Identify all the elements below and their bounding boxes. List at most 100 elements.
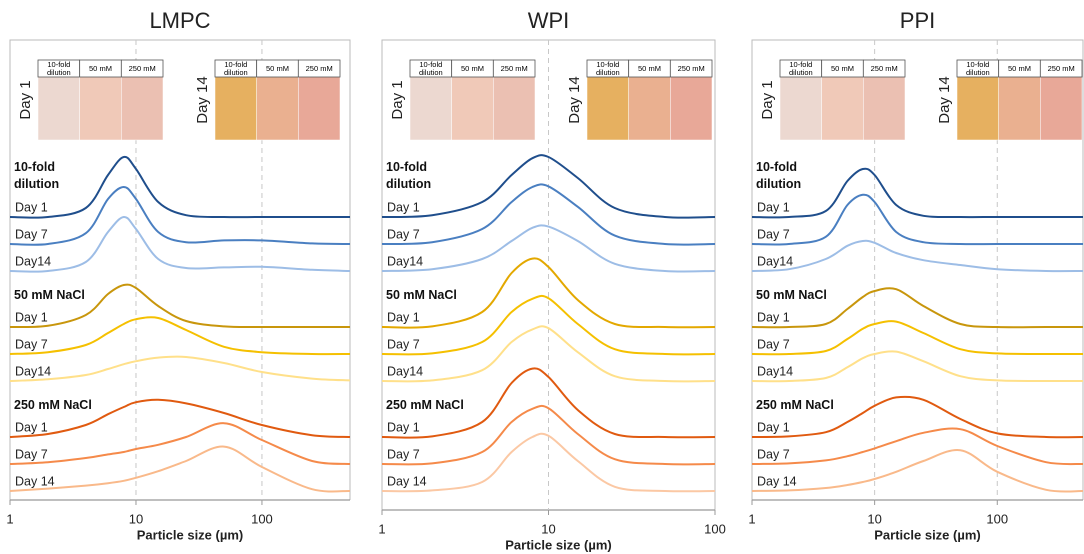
inset-column-label: 10-fold dilution: [788, 60, 813, 77]
group-label: 50 mM NaCl: [386, 288, 457, 302]
size-distribution-curve: [9, 283, 350, 329]
inset-header: 250 mM: [305, 63, 333, 73]
inset-photo: [956, 69, 999, 141]
group-label: 10-fold dilution: [756, 160, 802, 191]
series-label: Day14: [15, 254, 51, 268]
size-distribution-curve: [751, 395, 1084, 439]
inset-photo: [586, 69, 629, 141]
series-label: Day14: [757, 254, 793, 268]
inset-column-label: 250 mM: [305, 63, 333, 73]
inset-photo: [409, 69, 452, 141]
group-label-box: 50 mM NaCl: [756, 288, 827, 302]
size-distribution-curve: [751, 167, 1083, 219]
inset-header: 10-fold dilution: [788, 60, 813, 77]
inset-header: 250 mM: [871, 64, 898, 72]
group-label: 10-fold dilution: [14, 160, 60, 191]
inset-photo: [79, 69, 122, 141]
size-distribution-curve: [9, 398, 351, 438]
inset-header: 10-fold dilution: [965, 60, 990, 77]
inset-photo: [779, 69, 822, 141]
x-axis-label: Particle size (µm): [874, 527, 980, 542]
x-tick-label: 1: [378, 521, 385, 536]
inset-day-label: Day 14: [566, 76, 583, 124]
size-distribution-curve: [9, 215, 351, 273]
inset-header: 50 mM: [831, 64, 854, 72]
series-label: Day 1: [387, 420, 420, 434]
inset-column-label: 50 mM: [89, 63, 112, 73]
size-distribution-curve: [381, 367, 716, 439]
inset-photo: [493, 69, 536, 141]
size-distribution-curve: [381, 432, 716, 493]
chart-title: PPI: [900, 8, 935, 33]
inset-photo: [256, 69, 299, 141]
inset-photo: [451, 69, 494, 141]
inset-header: 250 mM: [501, 64, 528, 72]
series-label: Day 14: [757, 474, 797, 488]
x-tick-label: 10: [867, 511, 881, 526]
size-distribution-curve: [381, 294, 716, 356]
x-tick-label: 10: [541, 521, 555, 536]
size-distribution-curve: [9, 316, 351, 356]
x-axis-label: Particle size (µm): [505, 537, 611, 552]
series-label: Day 1: [387, 200, 420, 214]
inset-header-box: [1039, 59, 1083, 78]
inset-column-label: 250 mM: [677, 63, 705, 73]
inset-column-label: 10-fold dilution: [46, 60, 71, 77]
inset-photo: [121, 69, 164, 141]
inset-column-label: 10-fold dilution: [965, 60, 990, 77]
inset-header: 250 mM: [677, 63, 705, 73]
inset-column-label: 250 mM: [128, 63, 156, 73]
inset-column-label: 10-fold dilution: [418, 60, 443, 77]
series-label: Day 14: [15, 474, 55, 488]
series-label: Day 1: [387, 310, 420, 324]
series-label: Day 7: [387, 227, 420, 241]
group-label-box: 50 mM NaCl: [14, 288, 85, 302]
inset-header: 10-fold dilution: [46, 60, 71, 77]
chart-title: LMPC: [149, 8, 210, 33]
series-label: Day 1: [15, 420, 48, 434]
inset-header: 10-fold dilution: [224, 60, 248, 76]
inset-header-box: [492, 59, 536, 78]
group-label-box: 10-fold dilution: [14, 160, 60, 191]
inset-header: 250 mM: [1047, 63, 1075, 73]
inset-day-label: Day 1: [389, 80, 406, 119]
group-label: 50 mM NaCl: [14, 288, 85, 302]
size-distribution-curve: [9, 445, 351, 493]
size-distribution-curve: [381, 224, 716, 273]
inset-column-label: 50 mM: [638, 63, 661, 73]
series-label: Day 1: [15, 310, 48, 324]
x-tick-label: 100: [251, 511, 273, 526]
x-tick-label: 100: [704, 521, 726, 536]
series-label: Day 1: [757, 420, 790, 434]
inset-header-box: [297, 59, 341, 78]
chart-title: WPI: [528, 8, 570, 33]
series-label: Day 7: [15, 227, 48, 241]
size-distribution-curve: [381, 325, 716, 383]
inset-header: 50 mM: [1008, 63, 1031, 73]
inset-header: 50 mM: [461, 64, 484, 72]
series-label: Day14: [757, 364, 793, 378]
inset-day-label: Day 1: [759, 80, 776, 119]
inset-photo: [1040, 69, 1083, 141]
inset-header: 50 mM: [638, 63, 661, 73]
group-label-box: 50 mM NaCl: [386, 288, 457, 302]
x-tick-label: 1: [748, 511, 755, 526]
size-distribution-curve: [751, 449, 1084, 493]
inset-photo: [998, 69, 1041, 141]
inset-day-label: Day 1: [17, 80, 34, 119]
size-distribution-curve: [9, 355, 351, 382]
size-distribution-curve: [9, 185, 351, 246]
series-label: Day 7: [757, 227, 790, 241]
inset-photo: [214, 69, 257, 141]
size-distribution-curve: [751, 350, 1084, 383]
size-distribution-curve: [9, 422, 351, 465]
inset-column-label: 250 mM: [1047, 63, 1075, 73]
group-label-box: 250 mM NaCl: [386, 398, 464, 412]
series-label: Day 1: [757, 200, 790, 214]
series-label: Day 7: [15, 447, 48, 461]
series-label: Day 7: [757, 337, 790, 351]
series-label: Day 7: [15, 337, 48, 351]
inset-column-label: 50 mM: [1008, 63, 1031, 73]
series-label: Day 7: [757, 447, 790, 461]
